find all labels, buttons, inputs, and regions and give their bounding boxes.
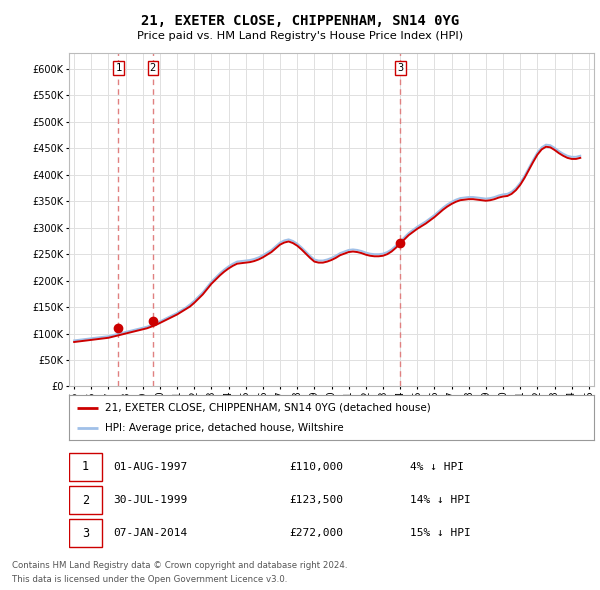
Text: 14% ↓ HPI: 14% ↓ HPI [410, 495, 471, 505]
FancyBboxPatch shape [69, 486, 101, 514]
Text: 07-JAN-2014: 07-JAN-2014 [113, 528, 188, 538]
Text: £272,000: £272,000 [290, 528, 343, 538]
Text: 3: 3 [82, 526, 89, 540]
Text: 4% ↓ HPI: 4% ↓ HPI [410, 462, 464, 472]
Text: 1: 1 [115, 63, 122, 73]
Text: 15% ↓ HPI: 15% ↓ HPI [410, 528, 471, 538]
Text: 01-AUG-1997: 01-AUG-1997 [113, 462, 188, 472]
Text: Contains HM Land Registry data © Crown copyright and database right 2024.: Contains HM Land Registry data © Crown c… [12, 560, 347, 569]
FancyBboxPatch shape [69, 453, 101, 481]
Text: Price paid vs. HM Land Registry's House Price Index (HPI): Price paid vs. HM Land Registry's House … [137, 31, 463, 41]
Text: HPI: Average price, detached house, Wiltshire: HPI: Average price, detached house, Wilt… [105, 423, 343, 433]
FancyBboxPatch shape [69, 519, 101, 547]
Text: 21, EXETER CLOSE, CHIPPENHAM, SN14 0YG (detached house): 21, EXETER CLOSE, CHIPPENHAM, SN14 0YG (… [105, 403, 430, 412]
Text: 2: 2 [149, 63, 156, 73]
Text: £110,000: £110,000 [290, 462, 343, 472]
Text: 30-JUL-1999: 30-JUL-1999 [113, 495, 188, 505]
Text: 1: 1 [82, 460, 89, 474]
Text: £123,500: £123,500 [290, 495, 343, 505]
Text: This data is licensed under the Open Government Licence v3.0.: This data is licensed under the Open Gov… [12, 575, 287, 584]
Text: 3: 3 [397, 63, 404, 73]
Text: 2: 2 [82, 493, 89, 507]
Text: 21, EXETER CLOSE, CHIPPENHAM, SN14 0YG: 21, EXETER CLOSE, CHIPPENHAM, SN14 0YG [141, 14, 459, 28]
